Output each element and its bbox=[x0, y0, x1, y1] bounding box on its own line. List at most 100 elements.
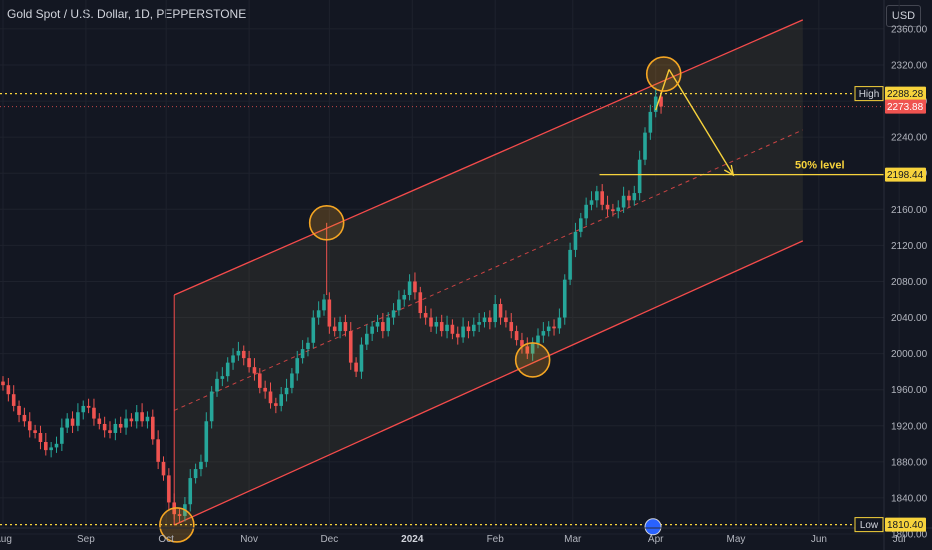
touch-circle bbox=[159, 507, 195, 543]
candle-body bbox=[241, 350, 246, 359]
y-tick-label: 1840.00 bbox=[891, 493, 928, 504]
candle-body bbox=[498, 304, 503, 318]
candle-body bbox=[108, 430, 112, 433]
candle-body bbox=[461, 326, 465, 338]
y-tick-label: 1920.00 bbox=[891, 421, 928, 432]
candle-body bbox=[1, 381, 5, 386]
candle-body bbox=[49, 447, 53, 451]
candle-body bbox=[520, 340, 524, 347]
candle-body bbox=[509, 322, 514, 332]
candle-body bbox=[258, 373, 262, 388]
level-50-price-tag-text: 2198.44 bbox=[887, 170, 924, 181]
y-tick-label: 2320.00 bbox=[891, 61, 928, 72]
candle-body bbox=[300, 349, 305, 359]
candle-body bbox=[118, 423, 123, 428]
x-tick-label: Oct bbox=[158, 534, 174, 545]
y-tick-label: 1960.00 bbox=[891, 385, 928, 396]
candle-body bbox=[65, 418, 69, 428]
candle-body bbox=[17, 405, 21, 415]
y-tick-label: 2000.00 bbox=[891, 349, 928, 360]
y-tick-label: 1880.00 bbox=[891, 457, 928, 468]
candle-body bbox=[306, 342, 310, 350]
x-tick-label: Nov bbox=[240, 534, 258, 545]
x-tick-label: Sep bbox=[77, 534, 95, 545]
level-50-label: 50% level bbox=[795, 160, 845, 172]
candle-body bbox=[659, 96, 663, 107]
candle-body bbox=[536, 335, 540, 343]
candle-body bbox=[129, 418, 134, 422]
candle-body bbox=[370, 326, 374, 334]
touch-circle bbox=[645, 56, 682, 92]
level-50-price-tag-bg bbox=[885, 167, 926, 182]
candle-body bbox=[161, 461, 166, 476]
channel-fill bbox=[174, 19, 803, 525]
candle-body bbox=[557, 317, 562, 329]
candle-body bbox=[167, 475, 171, 503]
last-price-tag-bg bbox=[885, 99, 926, 114]
candle-body bbox=[188, 478, 193, 505]
candle-body bbox=[295, 358, 300, 374]
candle-body bbox=[204, 421, 209, 462]
candle-body bbox=[418, 292, 423, 314]
economic-event-icon bbox=[644, 518, 662, 536]
candle-body bbox=[231, 355, 235, 363]
high-label-text: High bbox=[859, 89, 880, 100]
candle-body bbox=[546, 326, 551, 332]
candle-body bbox=[493, 304, 497, 323]
low-price-tag-bg bbox=[885, 517, 926, 532]
low-label-text: Low bbox=[860, 520, 879, 531]
candle-body bbox=[343, 322, 348, 332]
candle-body bbox=[605, 204, 610, 210]
low-label-bg bbox=[854, 517, 884, 533]
candle-body bbox=[632, 193, 637, 201]
candle-body bbox=[407, 281, 412, 295]
candle-body bbox=[263, 387, 267, 392]
candle-body bbox=[466, 326, 471, 332]
candle-body bbox=[375, 322, 380, 327]
candle-body bbox=[397, 299, 401, 311]
x-tick-label: Jun bbox=[811, 534, 827, 545]
candle-body bbox=[268, 391, 273, 404]
candle-body bbox=[429, 317, 433, 327]
y-tick-label: 2080.00 bbox=[891, 277, 928, 288]
candle-body bbox=[92, 407, 96, 419]
candle-body bbox=[338, 322, 342, 332]
candle-body bbox=[621, 195, 626, 208]
candle-body bbox=[648, 111, 653, 133]
candle-body bbox=[290, 373, 294, 388]
candle-body bbox=[113, 423, 118, 433]
x-tick-label: Feb bbox=[487, 534, 505, 545]
candle-body bbox=[584, 204, 588, 219]
y-tick-label: 2360.00 bbox=[891, 24, 928, 35]
candle-body bbox=[365, 333, 369, 345]
candle-body bbox=[156, 439, 160, 462]
candle-body bbox=[600, 191, 604, 205]
x-tick-label: Aug bbox=[0, 534, 12, 545]
candle-body bbox=[27, 421, 32, 431]
candle-body bbox=[60, 427, 64, 444]
candle-body bbox=[225, 362, 230, 377]
touch-circle bbox=[514, 342, 551, 378]
candle-body bbox=[354, 362, 358, 372]
candle-body bbox=[316, 310, 321, 318]
x-tick-label: Dec bbox=[320, 534, 338, 545]
candle-body bbox=[488, 317, 492, 323]
candle-body bbox=[562, 279, 567, 318]
candle-body bbox=[134, 412, 139, 422]
candle-body bbox=[616, 207, 621, 212]
candle-body bbox=[627, 195, 631, 201]
candle-body bbox=[199, 461, 203, 470]
candle-body bbox=[386, 317, 390, 332]
currency-button[interactable]: USD bbox=[886, 5, 921, 27]
candle-body bbox=[70, 418, 75, 426]
projection-arrowhead bbox=[723, 164, 735, 177]
candle-body bbox=[455, 333, 460, 338]
y-tick-label: 2120.00 bbox=[891, 241, 928, 252]
x-tick-label: Mar bbox=[564, 534, 582, 545]
y-tick-label: 2240.00 bbox=[891, 133, 928, 144]
candle-body bbox=[589, 200, 594, 205]
candle-body bbox=[193, 469, 198, 479]
candle-body bbox=[11, 394, 16, 406]
candle-body bbox=[359, 344, 364, 372]
